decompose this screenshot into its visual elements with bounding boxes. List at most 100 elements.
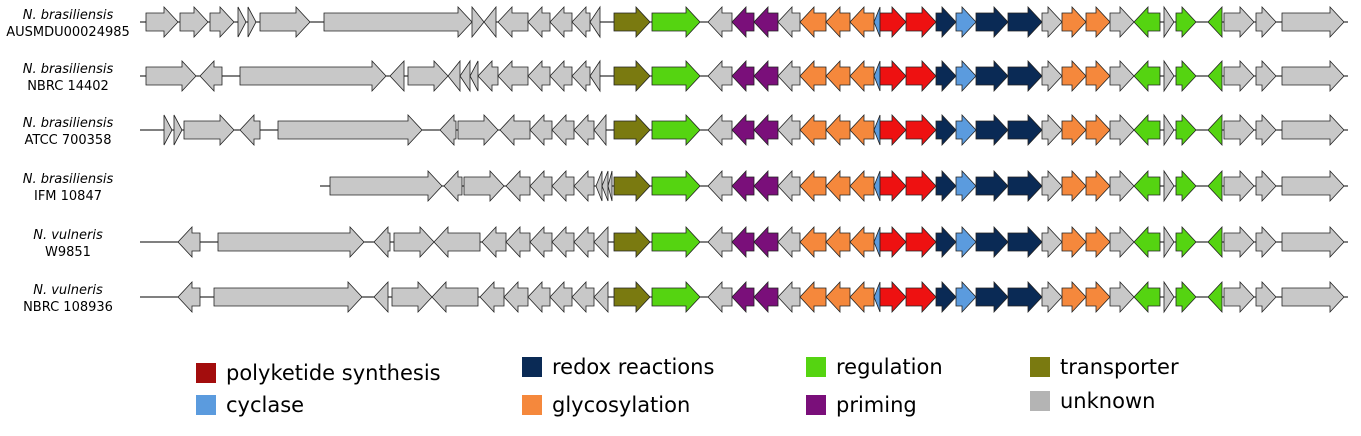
gene-arrow [777, 280, 801, 314]
gene-arrow [183, 113, 235, 147]
gene-arrow [1207, 113, 1223, 147]
gene-arrow [1007, 113, 1043, 147]
gene-arrow [777, 225, 801, 259]
gene-arrow [1133, 113, 1161, 147]
gene-arrow [707, 280, 733, 314]
gene-arrow [955, 225, 977, 259]
legend-label: polyketide synthesis [226, 361, 441, 385]
gene-arrow [1061, 113, 1087, 147]
gene-arrow [799, 280, 827, 314]
gene-arrow [1281, 280, 1345, 314]
gene-arrow [1133, 169, 1161, 203]
gene-arrow [173, 114, 183, 146]
gene-arrow [1255, 5, 1277, 39]
gene-arrow [825, 280, 851, 314]
gene-cluster-row: N. brasiliensis AUSMDU00024985 [6, 5, 1348, 40]
gene-arrow [873, 60, 881, 92]
gene-arrow [573, 169, 595, 203]
legend-label: unknown [1060, 389, 1156, 413]
gene-arrow [1061, 5, 1087, 39]
gene-arrow [571, 59, 591, 93]
species-label: N. brasiliensis [23, 8, 114, 23]
gene-arrow [1007, 5, 1043, 39]
legend-item-polyketide-synthesis: polyketide synthesis [196, 358, 441, 388]
legend-swatch-polyketide-synthesis [196, 363, 216, 383]
gene-arrow [247, 6, 257, 38]
gene-arrow [1133, 5, 1161, 39]
gene-arrow [1061, 169, 1087, 203]
legend-swatch-cyclase [196, 395, 216, 415]
gene-arrow [499, 113, 531, 147]
gene-arrow [551, 169, 575, 203]
gene-arrow [1223, 113, 1255, 147]
gene-arrow [177, 280, 201, 314]
gene-arrow [1133, 280, 1161, 314]
gene-arrow [879, 280, 907, 314]
gene-arrow [209, 5, 235, 39]
gene-arrow [459, 59, 471, 93]
gene-arrow [1255, 113, 1277, 147]
gene-arrow [975, 169, 1009, 203]
legend-item-regulation: regulation [806, 352, 943, 382]
gene-arrow [483, 5, 497, 39]
gene-arrow [613, 5, 651, 39]
gene-arrow [1041, 169, 1063, 203]
gene-arrow [1163, 5, 1175, 39]
gene-arrow [707, 169, 733, 203]
gene-arrow [1061, 225, 1087, 259]
gene-arrow [651, 59, 701, 93]
strain-label: IFM 10847 [34, 189, 102, 204]
gene-arrow [589, 59, 601, 93]
gene-arrow [955, 113, 977, 147]
legend: polyketide synthesis cyclase redox react… [0, 340, 1361, 436]
gene-arrow [323, 5, 473, 39]
gene-arrow [1041, 225, 1063, 259]
gene-arrow [259, 5, 311, 39]
gene-arrow [1281, 59, 1345, 93]
gene-arrow [393, 225, 435, 259]
species-label: N. vulneris [33, 228, 103, 243]
gene-arrow [825, 169, 851, 203]
gene-arrow [1255, 169, 1277, 203]
gene-arrow [1085, 113, 1111, 147]
gene-arrow [463, 169, 505, 203]
gene-arrow [1207, 169, 1223, 203]
gene-arrow [505, 225, 531, 259]
gene-arrow [497, 5, 529, 39]
species-label: N. brasiliensis [23, 62, 114, 77]
gene-arrow [571, 5, 591, 39]
legend-item-redox-reactions: redox reactions [522, 352, 714, 382]
gene-arrow [447, 59, 461, 93]
gene-arrow [975, 113, 1009, 147]
gene-arrow [613, 113, 651, 147]
gene-arrow [593, 280, 609, 314]
gene-arrow [237, 6, 247, 38]
gene-arrow [799, 169, 827, 203]
gene-arrow [177, 225, 201, 259]
gene-arrow [777, 113, 801, 147]
gene-arrow [1207, 280, 1223, 314]
legend-item-priming: priming [806, 390, 917, 420]
gene-arrow [777, 169, 801, 203]
gene-arrow [955, 280, 977, 314]
gene-arrow [849, 280, 875, 314]
gene-arrow [1085, 5, 1111, 39]
gene-arrow [613, 280, 651, 314]
gene-arrow [975, 5, 1009, 39]
gene-arrow [1175, 280, 1197, 314]
gene-arrow [1109, 169, 1135, 203]
gene-arrow [1041, 113, 1063, 147]
gene-arrow [935, 280, 957, 314]
strain-label: NBRC 14402 [27, 79, 109, 94]
legend-item-unknown: unknown [1030, 386, 1155, 416]
gene-arrow [1041, 59, 1063, 93]
gene-arrow [731, 113, 755, 147]
gene-arrow [613, 169, 651, 203]
gene-arrow [163, 114, 173, 146]
gene-arrow [879, 113, 907, 147]
gene-arrow [873, 170, 881, 202]
gene-arrow [1163, 169, 1175, 203]
gene-arrow [753, 225, 779, 259]
gene-arrow [1109, 5, 1135, 39]
